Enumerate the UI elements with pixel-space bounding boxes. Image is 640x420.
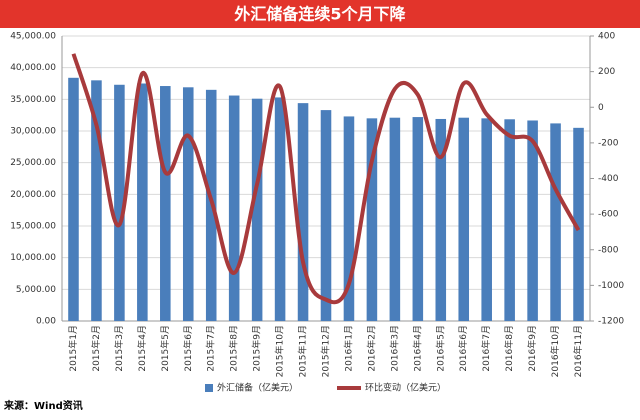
bar [297,103,309,321]
legend-label: 外汇储备（亿美元） [217,382,298,394]
x-tick-label: 2016年7月 [480,325,492,372]
x-tick-label: 2016年4月 [411,325,423,372]
y-tick-label: 25,000.00 [10,158,56,168]
bar [228,95,240,322]
bar [343,116,355,321]
bar [412,117,424,321]
y2-tick-label: -200 [598,138,619,148]
y2-tick-label: -1200 [598,317,624,327]
legend-swatch [205,384,213,392]
x-tick-label: 2016年1月 [342,325,354,372]
bar [68,77,79,321]
y2-tick-label: 200 [598,67,615,77]
bar [481,118,492,321]
y2-tick-label: -400 [598,174,619,184]
y-tick-label: 5,000.00 [16,285,56,295]
y-tick-label: 35,000.00 [10,95,56,105]
bar [114,84,125,322]
y-tick-label: 30,000.00 [10,127,56,137]
y-tick-label: 45,000.00 [10,32,56,42]
chart-title: 外汇储备连续5个月下降 [233,5,406,24]
x-tick-label: 2015年1月 [67,325,79,372]
y-tick-label: 0.00 [36,317,56,327]
bar [389,117,401,321]
y2-tick-label: -800 [598,245,619,255]
bar [320,110,332,321]
x-tick-label: 2016年10月 [549,325,561,377]
x-tick-label: 2016年11月 [572,325,584,377]
y-tick-label: 10,000.00 [10,253,56,263]
bar [504,119,515,322]
y2-tick-label: 0 [598,103,604,113]
y-tick-label: 20,000.00 [10,190,56,200]
bar [274,97,286,321]
bar [458,117,470,321]
x-tick-label: 2016年9月 [526,325,538,372]
x-tick-label: 2015年6月 [182,325,194,372]
x-tick-label: 2016年8月 [503,325,515,372]
y2-tick-label: -1000 [598,281,624,291]
x-tick-label: 2015年8月 [228,325,240,372]
bar [160,86,171,322]
x-tick-label: 2015年2月 [90,325,102,372]
title-bar [0,0,640,28]
x-tick-label: 2016年3月 [388,325,400,372]
x-tick-label: 2015年3月 [113,325,125,372]
bar [435,118,447,321]
x-tick-label: 2015年12月 [320,325,332,377]
bar [91,80,102,321]
x-tick-label: 2016年5月 [434,325,446,372]
bar [550,123,561,322]
bar [182,87,194,321]
x-tick-label: 2015年5月 [159,325,171,372]
bar [366,118,378,321]
legend-label: 环比变动（亿美元） [365,382,446,394]
y-tick-label: 40,000.00 [10,63,56,73]
bar [527,120,538,321]
x-tick-label: 2015年10月 [274,325,286,377]
bar [573,127,584,321]
y2-tick-label: -600 [598,210,619,220]
x-tick-label: 2015年7月 [205,325,217,372]
x-tick-label: 2016年6月 [457,325,469,372]
x-tick-label: 2016年2月 [365,325,377,372]
bar [137,83,148,321]
source: 来源：Wind资讯 [3,399,83,412]
line [71,53,581,305]
bar [251,98,263,321]
y-tick-label: 15,000.00 [10,222,56,232]
x-tick-label: 2015年4月 [136,325,148,372]
x-tick-label: 2015年11月 [297,325,309,377]
y2-tick-label: 400 [598,32,615,42]
x-tick-label: 2015年9月 [251,325,263,372]
